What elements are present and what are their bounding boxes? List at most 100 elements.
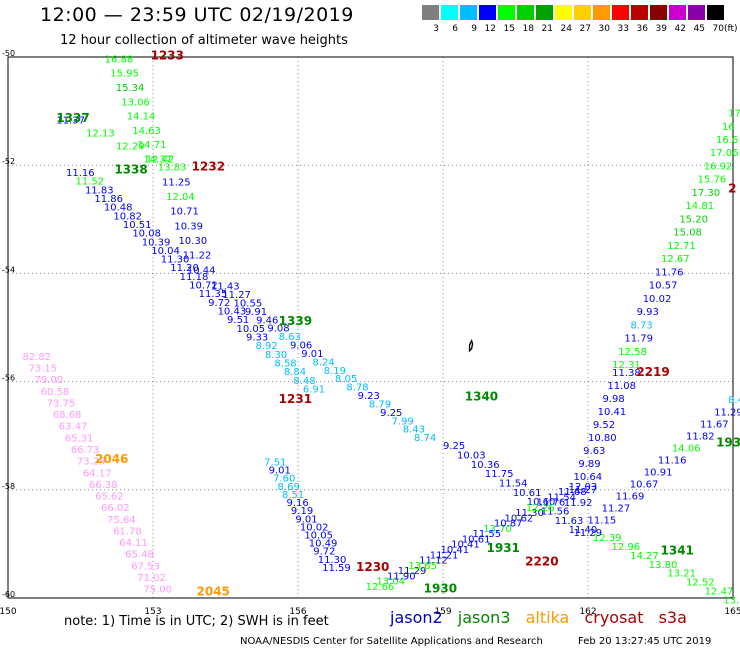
wave-height-value: 14.06 bbox=[672, 443, 701, 454]
y-tick-label: -58 bbox=[2, 482, 15, 491]
wave-height-value: 16.88 bbox=[105, 54, 134, 65]
wave-height-value: 11.79 bbox=[624, 334, 653, 345]
wave-height-value: 8.69 bbox=[278, 482, 300, 493]
wave-height-value: 11.27 bbox=[569, 485, 598, 496]
wave-height-value: 11.43 bbox=[211, 282, 240, 293]
legend-s3a: s3a bbox=[658, 608, 687, 627]
wave-height-value: 11.12 bbox=[419, 556, 448, 567]
wave-height-value: 10.60 bbox=[527, 497, 556, 508]
colorbar-label: 39 bbox=[655, 24, 667, 34]
colorbar-label: 27 bbox=[579, 24, 591, 34]
wave-height-value: 12.96 bbox=[611, 542, 640, 553]
pass-time-label: 1341 bbox=[661, 544, 694, 558]
wave-height-value: 9.23 bbox=[358, 391, 380, 402]
x-tick-label: 159 bbox=[434, 607, 451, 617]
units-note: note: 1) Time is in UTC; 2) SWH is in fe… bbox=[64, 614, 329, 629]
wave-height-value: 11.22 bbox=[183, 251, 212, 262]
wave-height-value: 11.25 bbox=[162, 177, 191, 188]
wave-height-value: 9.46 bbox=[256, 315, 278, 326]
wave-height-value: 65.31 bbox=[65, 433, 94, 444]
wave-height-value: 11.35 bbox=[199, 289, 228, 300]
wave-height-value: 65.62 bbox=[95, 492, 124, 503]
colorbar-label: 18 bbox=[522, 24, 534, 34]
colorbar-swatch bbox=[631, 5, 648, 20]
colorbar-swatch bbox=[574, 5, 591, 20]
wave-height-value: 9.06 bbox=[290, 341, 312, 352]
wave-height-value: 10.91 bbox=[644, 468, 673, 479]
legend-jason3: jason3 bbox=[457, 608, 511, 627]
pass-time-label: 2046 bbox=[95, 452, 128, 466]
wave-height-value: 10.08 bbox=[132, 229, 161, 240]
colorbar-swatch bbox=[593, 5, 610, 20]
wave-height-value: 10.80 bbox=[588, 433, 617, 444]
wave-height-value: 11.90 bbox=[387, 571, 416, 582]
legend-jason2: jason2 bbox=[390, 608, 443, 627]
wave-height-value: 10.02 bbox=[300, 522, 329, 533]
pass-time-label: 2 bbox=[728, 181, 736, 195]
wave-height-value: 13.80 bbox=[649, 560, 678, 571]
x-tick-label: 156 bbox=[289, 607, 306, 617]
wave-height-value: 9.91 bbox=[245, 307, 267, 318]
colorbar-label: 24 bbox=[560, 24, 572, 34]
wave-height-value: 8.84 bbox=[284, 367, 306, 378]
wave-height-value: 11.83 bbox=[85, 185, 114, 196]
wave-height-value: 66.73 bbox=[71, 445, 100, 456]
wave-height-value: 10.57 bbox=[649, 281, 678, 292]
wave-height-value: 11.52 bbox=[75, 177, 104, 188]
wave-height-value: 9.52 bbox=[593, 420, 615, 431]
wave-height-value: 79.00 bbox=[35, 375, 64, 386]
colorbar-swatch bbox=[555, 5, 572, 20]
island-outline bbox=[468, 338, 474, 353]
y-tick-label: -54 bbox=[2, 265, 15, 274]
wave-height-value: 10.61 bbox=[513, 488, 542, 499]
wave-height-value: 8.24 bbox=[313, 357, 335, 368]
page-title: 12:00 — 23:59 UTC 02/19/2019 bbox=[40, 4, 354, 26]
wave-height-value: 15.34 bbox=[116, 83, 145, 94]
wave-height-value: 10.39 bbox=[142, 237, 171, 248]
wave-height-value: 11.18 bbox=[180, 272, 209, 283]
wave-height-value: 10.02 bbox=[643, 294, 672, 305]
wave-height-value: 10.67 bbox=[630, 480, 659, 491]
pass-time-label: 1931 bbox=[487, 541, 520, 555]
wave-height-value: 11.15 bbox=[588, 516, 617, 527]
wave-height-value: 16.92 bbox=[704, 161, 733, 172]
colorbar-swatch bbox=[517, 5, 534, 20]
wave-height-value: 12.31 bbox=[612, 360, 641, 371]
pass-time-label: 1232 bbox=[192, 160, 225, 174]
wave-height-value: 10.36 bbox=[471, 460, 500, 471]
wave-height-value: 64.17 bbox=[83, 468, 112, 479]
wave-height-value: 7.60 bbox=[273, 474, 295, 485]
wave-height-value: 9.25 bbox=[443, 441, 465, 452]
wave-height-value: 12.52 bbox=[686, 578, 715, 589]
wave-height-value: 13.65 bbox=[408, 561, 437, 572]
wave-height-value: 9.98 bbox=[603, 394, 625, 405]
wave-height-value: 12.42 bbox=[146, 154, 175, 165]
credit-line: NOAA/NESDIS Center for Satellite Applica… bbox=[240, 636, 543, 647]
wave-height-value: 63.47 bbox=[59, 422, 88, 433]
colorbar-label: 70 bbox=[712, 24, 724, 34]
wave-height-value: 8.48 bbox=[293, 376, 315, 387]
wave-height-value: 11.16 bbox=[658, 455, 687, 466]
wave-height-value: 10.82 bbox=[113, 211, 142, 222]
colorbar-label: 3 bbox=[433, 24, 439, 34]
wave-height-value: 10.41 bbox=[440, 545, 469, 556]
wave-height-value: 10.48 bbox=[104, 203, 133, 214]
wave-height-value: 12.13 bbox=[86, 129, 115, 140]
wave-height-value: 15.76 bbox=[698, 175, 727, 186]
wave-height-value: 11.56 bbox=[541, 506, 570, 517]
wave-height-value: 15.08 bbox=[673, 228, 702, 239]
wave-height-value: 10.39 bbox=[174, 221, 203, 232]
wave-height-value: 13.70 bbox=[483, 524, 512, 535]
generation-timestamp: Feb 20 13:27:45 UTC 2019 bbox=[578, 636, 712, 647]
wave-height-value: 10.41 bbox=[598, 407, 627, 418]
wave-height-value: 11.37 bbox=[56, 116, 85, 127]
wave-height-value: 10.43 bbox=[218, 307, 247, 318]
colorbar-label: 6 bbox=[452, 24, 458, 34]
wave-height-value: 10.44 bbox=[187, 265, 216, 276]
wave-height-value: 8.92 bbox=[255, 341, 277, 352]
wave-height-value: 73.15 bbox=[29, 364, 58, 375]
wave-height-value: 17.06 bbox=[710, 148, 739, 159]
wave-height-value: 8.78 bbox=[346, 383, 368, 394]
wave-height-value: 11.55 bbox=[473, 529, 502, 540]
colorbar-swatch bbox=[460, 5, 477, 20]
